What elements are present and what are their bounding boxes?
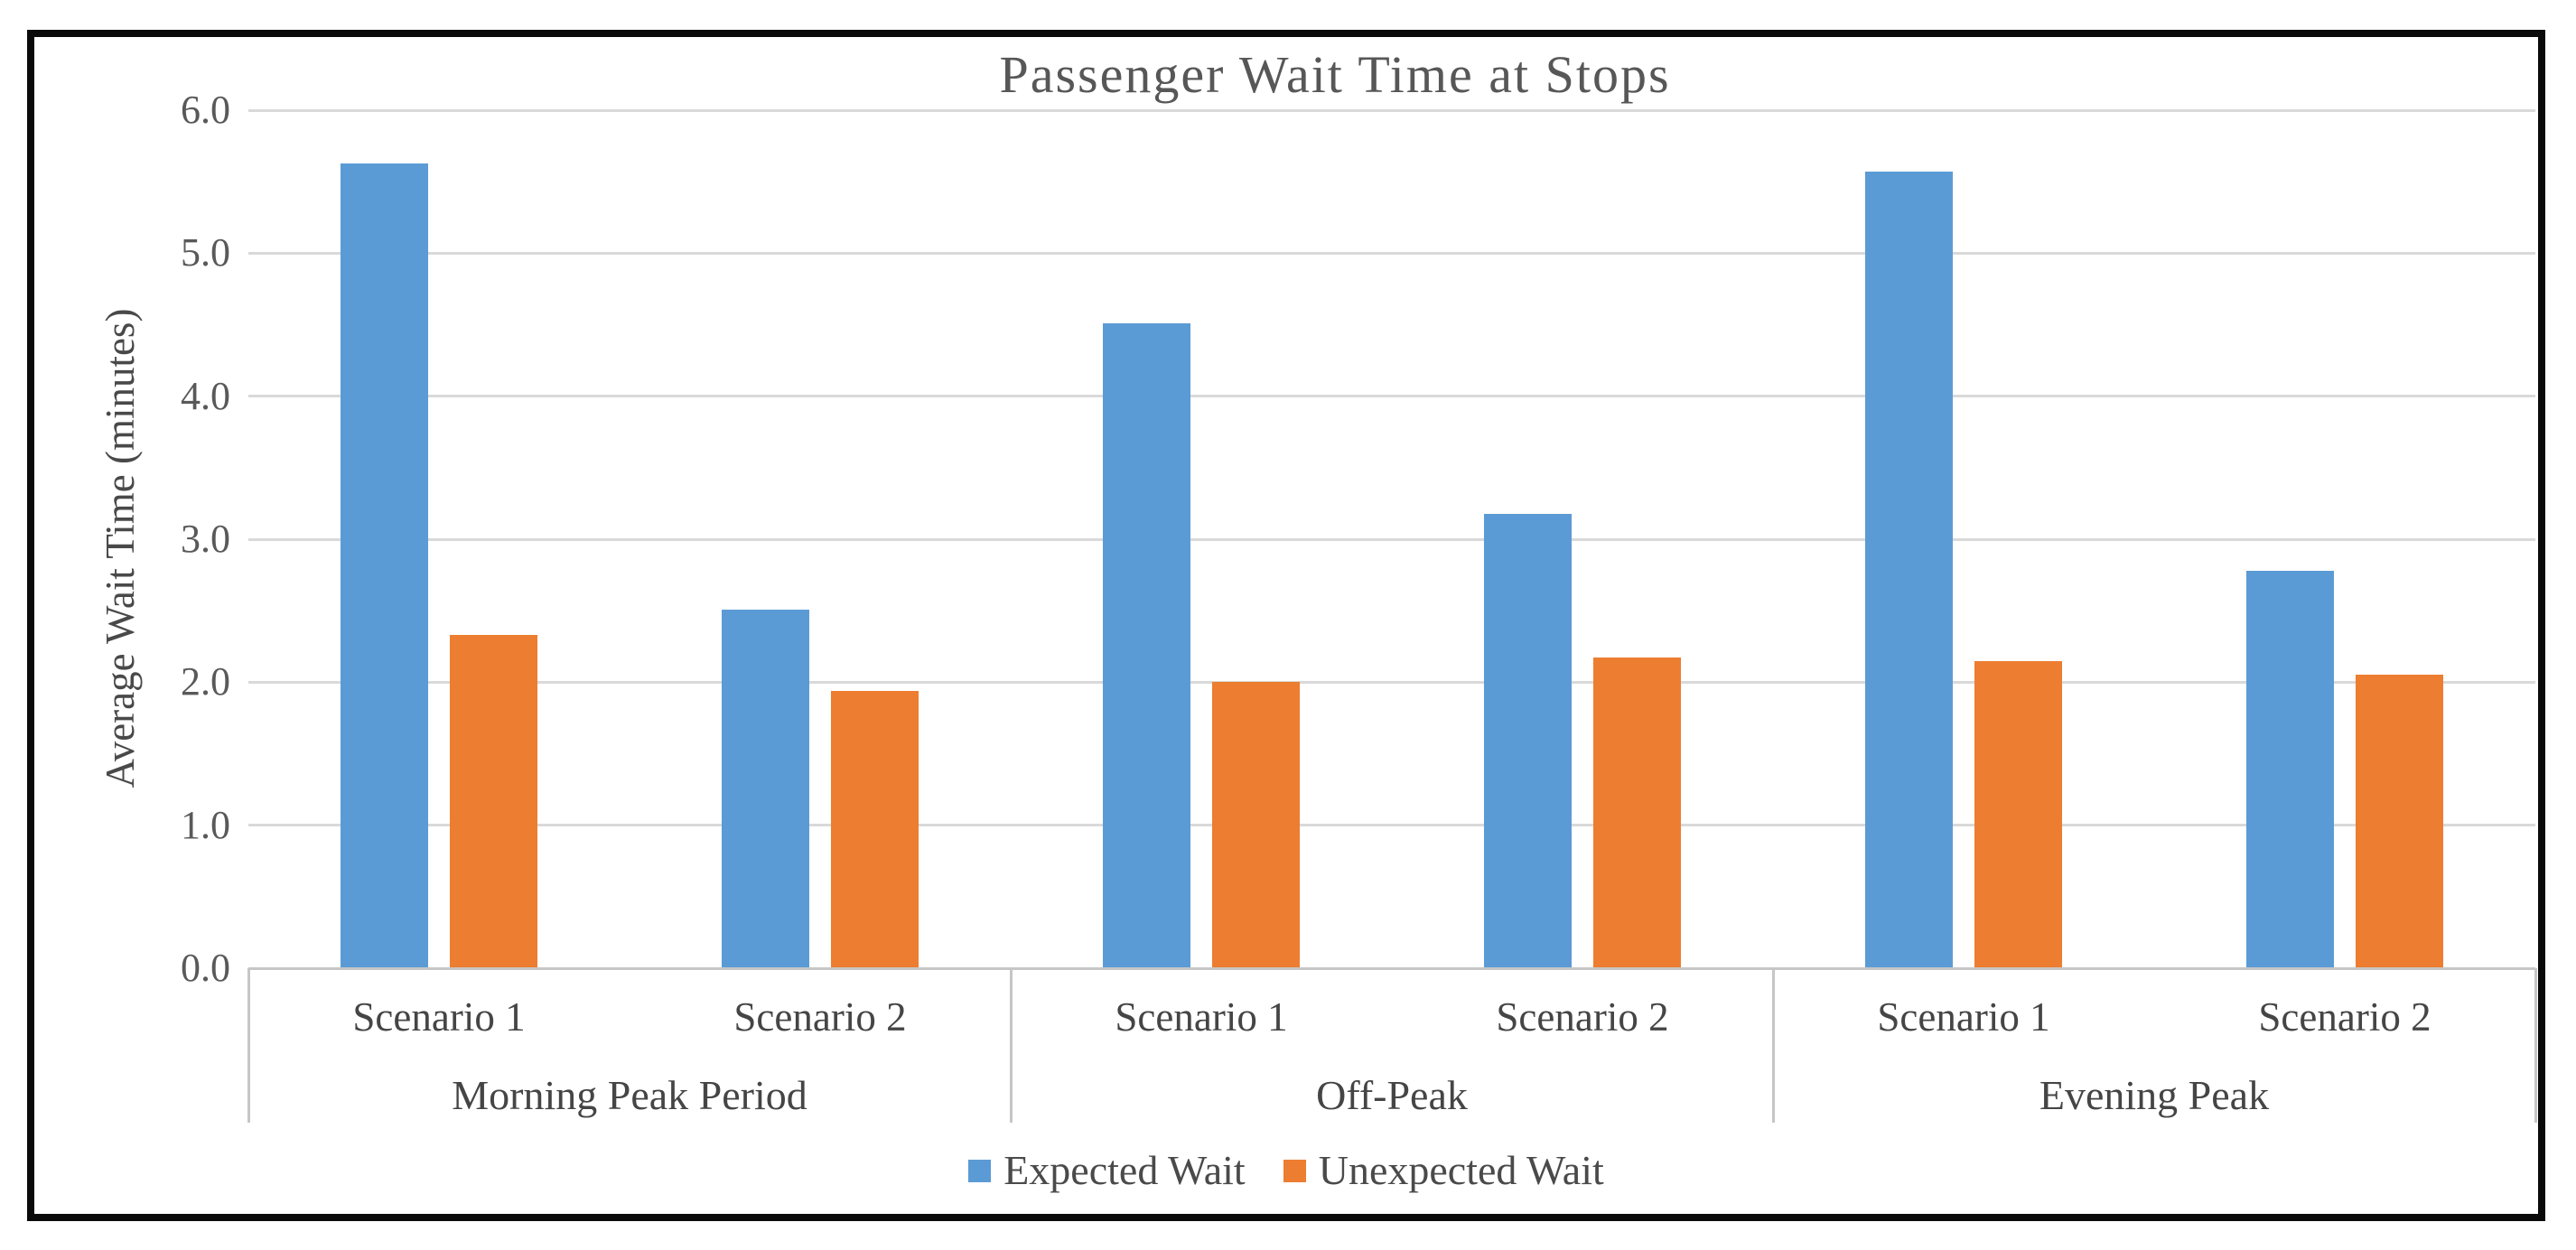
- y-tick-label: 2.0: [181, 659, 230, 704]
- group-label: Morning Peak Period: [452, 1072, 807, 1118]
- category-label: Scenario 2: [1496, 994, 1669, 1040]
- chart-frame: Passenger Wait Time at Stops Average Wai…: [27, 30, 2545, 1221]
- gridline: [248, 680, 2535, 684]
- category-label: Scenario 2: [2258, 994, 2431, 1040]
- legend-swatch-expected-wait: [968, 1159, 992, 1182]
- bar-expected-wait: [1865, 172, 1953, 968]
- category-separator: [247, 968, 250, 1123]
- bar-unexpected-wait: [831, 690, 919, 968]
- category-separator: [1771, 968, 1775, 1123]
- bar-expected-wait: [341, 163, 428, 968]
- legend-swatch-unexpected-wait: [1283, 1159, 1306, 1182]
- bar-expected-wait: [1103, 322, 1190, 968]
- y-tick-label: 0.0: [181, 946, 230, 990]
- bar-expected-wait: [722, 609, 809, 968]
- bar-unexpected-wait: [450, 635, 537, 968]
- bar-expected-wait: [1484, 513, 1572, 968]
- legend: Expected Wait Unexpected Wait: [34, 1150, 2538, 1191]
- gridline: [248, 251, 2535, 255]
- group-label: Off-Peak: [1316, 1072, 1468, 1118]
- category-label: Scenario 1: [352, 994, 526, 1040]
- x-axis-line: [248, 966, 2535, 970]
- category-label: Scenario 1: [1115, 994, 1288, 1040]
- bar-expected-wait: [2246, 570, 2334, 968]
- legend-label-unexpected-wait: Unexpected Wait: [1318, 1147, 1604, 1193]
- bar-unexpected-wait: [1212, 682, 1300, 968]
- category-separator: [2534, 968, 2537, 1123]
- legend-label-expected-wait: Expected Wait: [1003, 1147, 1246, 1193]
- category-label: Scenario 1: [1877, 994, 2050, 1040]
- bar-unexpected-wait: [2356, 675, 2443, 968]
- category-label: Scenario 2: [733, 994, 907, 1040]
- gridline: [248, 537, 2535, 541]
- gridline: [248, 395, 2535, 398]
- group-label: Evening Peak: [2039, 1072, 2270, 1118]
- y-tick-label: 5.0: [181, 230, 230, 275]
- y-tick-label: 4.0: [181, 373, 230, 418]
- legend-item-expected-wait: Expected Wait: [968, 1150, 1246, 1191]
- bar-unexpected-wait: [1974, 660, 2062, 968]
- y-tick-label: 6.0: [181, 88, 230, 132]
- gridline: [248, 108, 2535, 112]
- chart-title: Passenger Wait Time at Stops: [999, 45, 1671, 104]
- gridline: [248, 824, 2535, 827]
- legend-item-unexpected-wait: Unexpected Wait: [1283, 1150, 1604, 1191]
- bar-unexpected-wait: [1593, 658, 1681, 968]
- category-separator: [1009, 968, 1013, 1123]
- y-tick-label: 3.0: [181, 517, 230, 561]
- y-tick-label: 1.0: [181, 802, 230, 847]
